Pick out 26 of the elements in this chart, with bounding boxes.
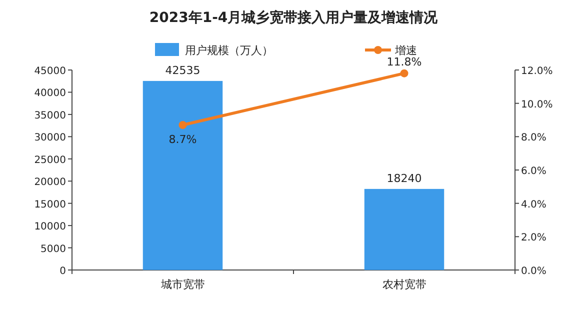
data-label: 42535 (165, 64, 200, 77)
legend-label: 增速 (394, 44, 417, 57)
y-tick-label: 0 (60, 266, 66, 277)
y-tick-label: 5000 (40, 244, 66, 255)
y2-tick-label: 8.0% (521, 132, 546, 144)
y-tick-label: 20000 (34, 177, 66, 188)
y-tick-label: 15000 (34, 199, 66, 210)
y-tick-label: 40000 (34, 88, 66, 100)
chart-title: 2023年1-4月城乡宽带接入用户量及增速情况 (149, 9, 439, 26)
x-tick-label: 农村宽带 (382, 278, 426, 291)
y-tick-label: 30000 (34, 132, 66, 144)
y-tick-label: 25000 (34, 154, 66, 166)
y-tick-label: 45000 (34, 66, 66, 77)
data-label: 18240 (386, 172, 422, 185)
y-tick-label: 35000 (34, 110, 66, 122)
y2-tick-label: 12.0% (521, 66, 553, 77)
data-label: 11.8% (386, 55, 422, 68)
y2-tick-label: 4.0% (521, 199, 546, 210)
legend-label: 用户规模（万人） (185, 44, 273, 57)
y2-tick-label: 2.0% (521, 232, 546, 244)
y2-tick-label: 10.0% (521, 99, 553, 110)
x-tick-label: 城市宽带 (160, 278, 205, 291)
y-tick-label: 10000 (34, 222, 66, 233)
y2-tick-label: 0.0% (521, 266, 546, 277)
data-label: 8.7% (168, 133, 197, 146)
y2-tick-label: 6.0% (521, 166, 546, 177)
